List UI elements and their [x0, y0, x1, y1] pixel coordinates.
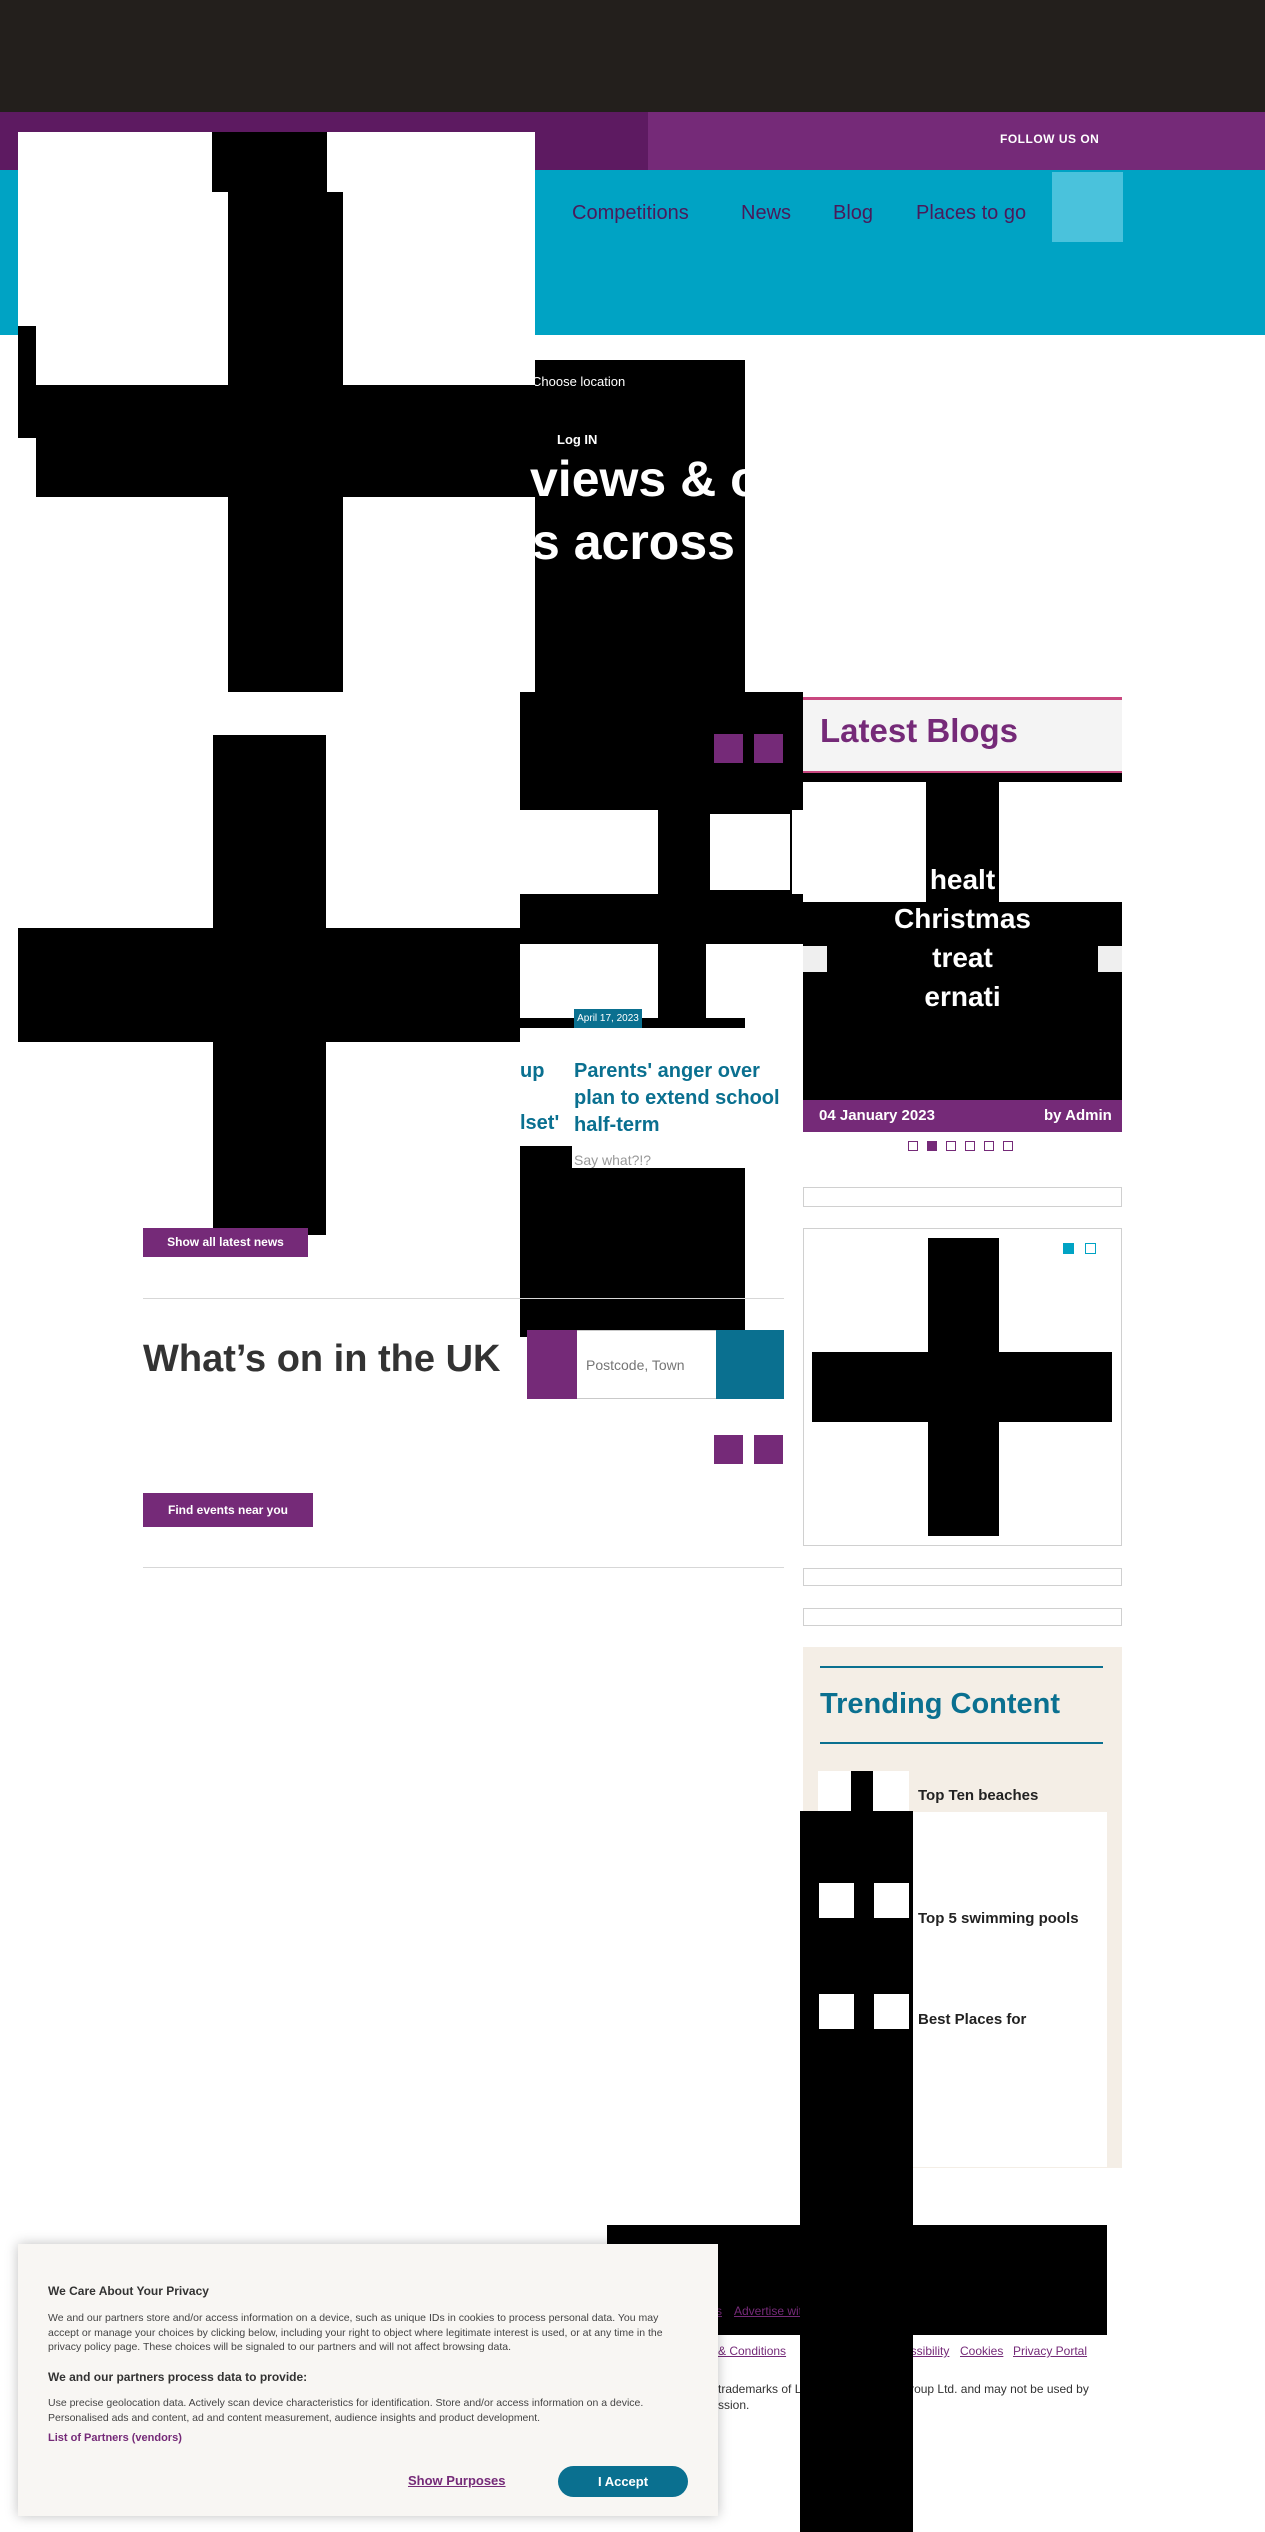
blog-pagination-dot[interactable]: [984, 1141, 994, 1151]
blog-pagination-dot[interactable]: [927, 1141, 937, 1151]
logo-mark-left: [18, 326, 36, 438]
cookie-process-body: Use precise geolocation data. Actively s…: [48, 2397, 644, 2424]
news-left-card-text-bg: [520, 1028, 572, 1146]
ad-slide-dot[interactable]: [1085, 1243, 1096, 1254]
show-purposes-button[interactable]: Show Purposes: [408, 2473, 506, 2488]
footer-link-fragment[interactable]: s: [716, 2304, 722, 2318]
logo-mark-horizontal: [36, 385, 535, 497]
show-all-news-button[interactable]: Show all latest news: [143, 1228, 308, 1257]
location-pin-button[interactable]: [527, 1330, 577, 1399]
nav-news[interactable]: News: [741, 202, 792, 224]
blog-date: 04 January 2023: [819, 1107, 935, 1124]
footer-legal-line-2: ssion.: [718, 2398, 750, 2412]
login-link[interactable]: Log IN: [557, 432, 598, 447]
nav-competitions[interactable]: Competitions: [572, 202, 689, 224]
trending-thumb-2b[interactable]: [874, 1883, 909, 1918]
hero-heading-line-1: views & o: [530, 451, 761, 507]
trending-thumb-3a[interactable]: [819, 1994, 854, 2029]
trending-item-2[interactable]: Top 5 swimming pools: [918, 1910, 1079, 1927]
trending-item-3[interactable]: Best Places for: [918, 2011, 1027, 2028]
follow-us-label: FOLLOW US ON: [1000, 132, 1100, 146]
news-image-horizontal: [18, 928, 520, 1042]
blog-author: by Admin: [1044, 1107, 1112, 1124]
ad-slot-4: [803, 1608, 1122, 1626]
blog-prev-arrow[interactable]: [803, 946, 827, 972]
events-prev-button[interactable]: [714, 1435, 743, 1464]
trending-list-bg: [909, 1812, 1107, 2167]
blog-slide-img-tl: [803, 782, 926, 902]
blog-slide-title-line-3: treat: [932, 942, 993, 973]
blog-slide-title-line-2: Christmas: [894, 903, 1031, 934]
cookie-body: We and our partners store and/or access …: [48, 2312, 663, 2353]
whats-on-title: What’s on in the UK: [143, 1338, 501, 1380]
news-card-title[interactable]: Parents' anger over plan to extend schoo…: [574, 1060, 780, 1136]
trending-thumb-1-mark: [851, 1771, 873, 1811]
logo-mark-top: [212, 132, 327, 192]
postcode-input[interactable]: [577, 1330, 716, 1399]
blog-next-arrow[interactable]: [1098, 946, 1122, 972]
ad-slot-1: [803, 1187, 1122, 1207]
news-card-image-mark-bottom: [659, 944, 706, 1028]
blog-slide-title-line-4: ernati: [924, 981, 1001, 1012]
cookie-process-title: We and our partners process data to prov…: [48, 2370, 308, 2384]
ad-slot-3: [803, 1568, 1122, 1586]
accept-cookies-button[interactable]: I Accept: [558, 2466, 688, 2497]
blog-meta-bar: [803, 1100, 1122, 1132]
news-left-card-title-fragment-2[interactable]: lset': [520, 1112, 560, 1134]
news-date-badge: April 17, 2023: [574, 1009, 642, 1029]
section-divider: [143, 1298, 784, 1299]
news-card-image-mark-tr-inner: [710, 814, 790, 890]
trending-rule-top: [820, 1666, 1103, 1668]
latest-blogs-header: [803, 697, 1122, 773]
social-strip-right: [648, 112, 1265, 170]
ad-slide-dot-active[interactable]: [1063, 1243, 1074, 1254]
top-bar: [0, 0, 1265, 112]
latest-blogs-title: Latest Blogs: [820, 712, 1019, 749]
blog-pagination-dot[interactable]: [1003, 1141, 1013, 1151]
trending-title: Trending Content: [820, 1688, 1061, 1720]
trending-item-1[interactable]: Top Ten beaches: [918, 1787, 1039, 1804]
news-card-image-mark-h: [520, 894, 803, 944]
trending-thumb-3b[interactable]: [874, 1994, 909, 2029]
cookie-partners-link[interactable]: List of Partners (vendors): [48, 2432, 182, 2444]
events-next-button[interactable]: [754, 1435, 783, 1464]
footer-terms-link[interactable]: & Conditions: [718, 2344, 787, 2358]
footer-cookies-link[interactable]: Cookies: [960, 2344, 1004, 2358]
overlay-mark: [800, 2225, 913, 2532]
hero-heading-line-2: s across t: [532, 514, 766, 570]
blog-pagination-dot[interactable]: [908, 1141, 918, 1151]
news-card-subtitle: Say what?!?: [574, 1152, 652, 1168]
news-next-button[interactable]: [754, 734, 783, 763]
find-events-button[interactable]: Find events near you: [143, 1493, 313, 1527]
footer-privacy-portal-link[interactable]: Privacy Portal: [1013, 2344, 1088, 2358]
blog-pagination-dot[interactable]: [946, 1141, 956, 1151]
cookie-title: We Care About Your Privacy: [48, 2284, 209, 2298]
nav-places-to-go[interactable]: Places to go: [916, 202, 1027, 224]
search-toggle-button[interactable]: [1052, 172, 1123, 242]
trending-rule-bottom: [820, 1742, 1103, 1744]
blog-slide-img-tr: [999, 782, 1122, 902]
postcode-search-button[interactable]: [716, 1330, 784, 1399]
choose-location-link[interactable]: Choose location: [532, 374, 626, 389]
news-card-text-bg: [572, 1028, 794, 1168]
nav-blog[interactable]: Blog: [833, 202, 874, 224]
blog-pagination-dot[interactable]: [965, 1141, 975, 1151]
blog-slide-title-line-1: healt: [929, 864, 996, 895]
news-left-card-title-fragment-1[interactable]: up: [520, 1060, 545, 1082]
news-prev-button[interactable]: [714, 734, 743, 763]
ad-image-horizontal: [812, 1352, 1112, 1422]
section-divider-2: [143, 1567, 784, 1568]
trending-thumb-2a[interactable]: [819, 1883, 854, 1918]
